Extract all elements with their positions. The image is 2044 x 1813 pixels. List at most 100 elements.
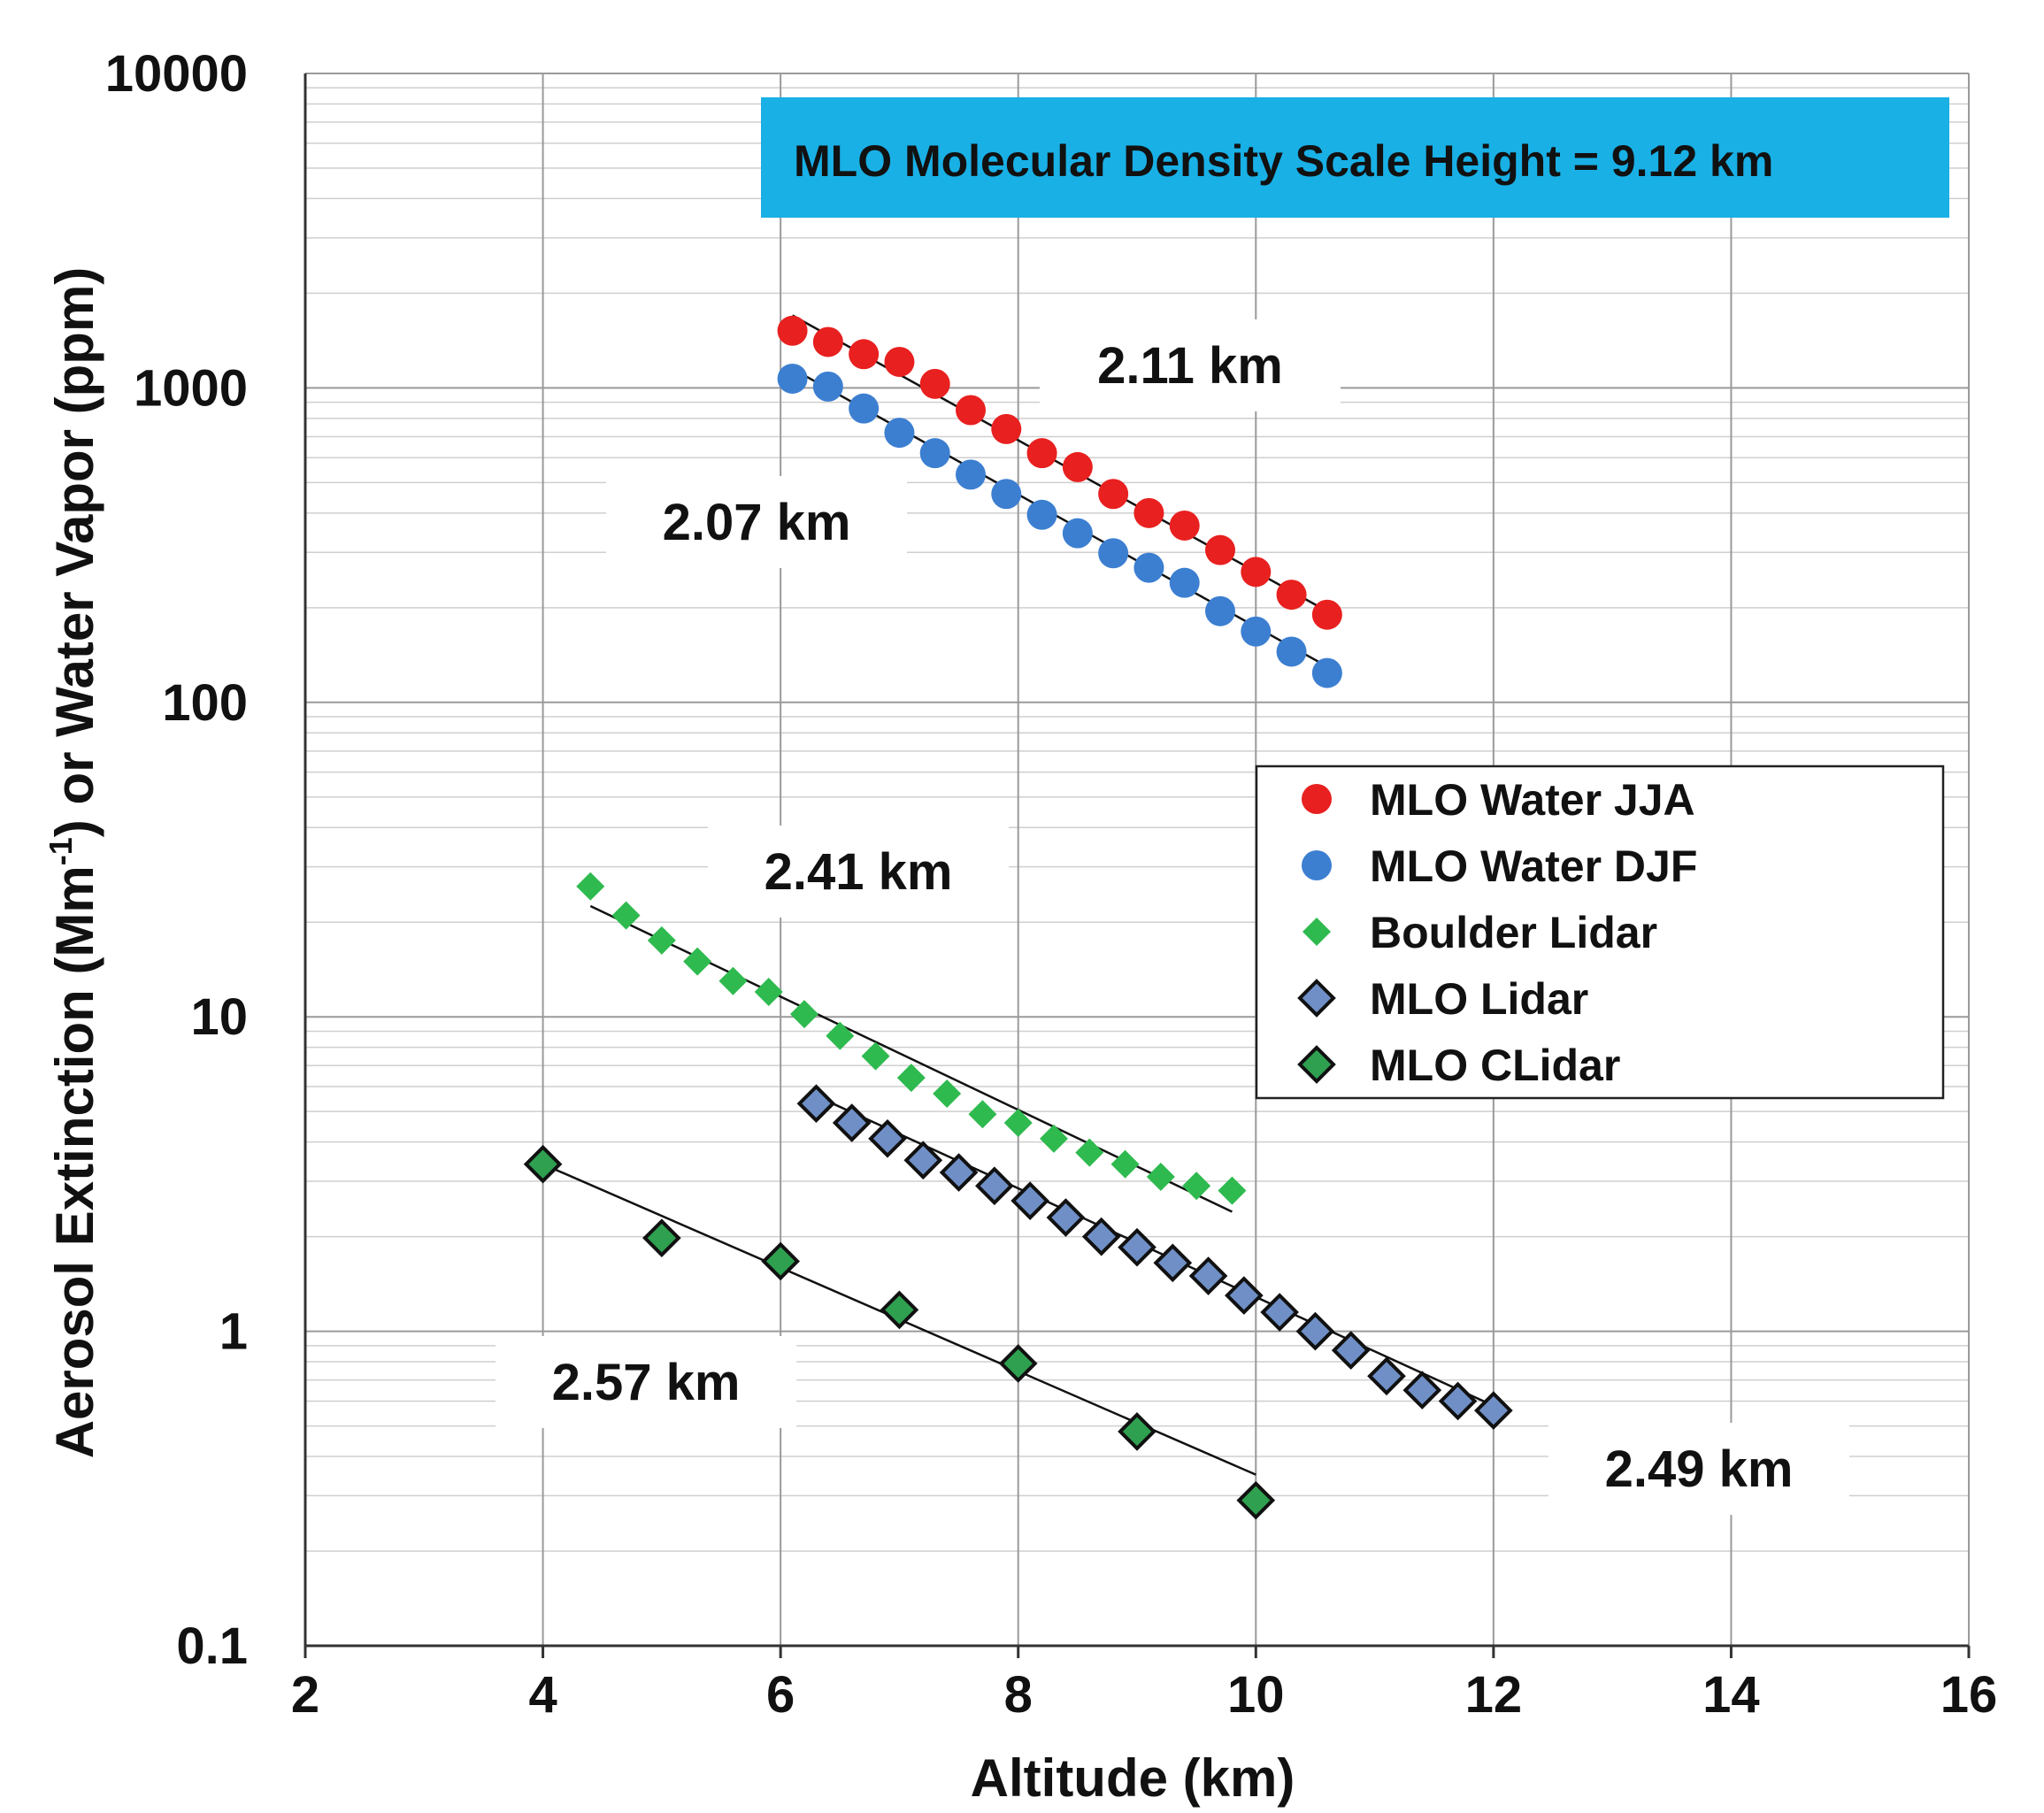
data-point [968,1100,997,1129]
data-point [1438,1381,1478,1421]
y-tick-label: 10 [190,988,248,1046]
legend-item: MLO Lidar [1297,974,1588,1024]
data-point [933,1079,962,1108]
legend-item: MLO Water DJF [1302,841,1697,891]
data-point [647,926,676,955]
x-axis-title: Altitude (km) [971,1748,1295,1808]
banner-box [761,97,1949,218]
data-point [956,395,986,426]
data-point [1146,1162,1175,1191]
data-point [1311,599,1342,630]
data-point [868,1118,907,1158]
data-point [1276,636,1307,667]
x-tick-label: 16 [1940,1666,1998,1724]
data-point [777,315,808,346]
y-axis-title-part2: ) or Water Vapor (ppm) [45,267,104,837]
data-point [1402,1371,1442,1410]
annotation: 2.49 km [1548,1423,1849,1515]
y-tick-label: 1 [219,1303,248,1361]
data-point [1040,1124,1068,1153]
data-point [1118,1412,1156,1451]
scale-height-annotations: 2.11 km 2.07 km 2.41 km 2.57 km 2.49 km [496,319,1849,1515]
data-point [1236,1480,1276,1520]
legend-marker [1297,1045,1336,1084]
annotation-label: 2.07 km [663,494,851,551]
annotation: 2.07 km [606,476,907,568]
legend-marker [1302,784,1332,814]
data-point [1062,451,1093,482]
data-point [1241,557,1272,588]
legend-marker [1302,850,1332,880]
data-point [812,371,843,402]
x-tick-label: 6 [766,1666,795,1724]
data-point [956,459,986,490]
y-axis-title: Aerosol Extinction (Mm-1) or Water Vapor… [42,267,104,1459]
data-point [523,1144,563,1184]
legend-item: MLO CLidar [1297,1041,1620,1090]
data-point [1098,538,1129,569]
data-point [754,978,783,1007]
data-point [1260,1293,1299,1332]
legend-label: MLO Water JJA [1370,775,1695,825]
annotation: 2.57 km [496,1336,796,1428]
data-point [1110,1149,1140,1179]
annotation: 2.11 km [1040,319,1341,411]
x-tick-label: 12 [1465,1666,1523,1724]
data-point [896,1064,926,1093]
data-point [861,1041,890,1071]
data-point [1010,1181,1049,1220]
legend-label: MLO Water DJF [1370,841,1697,891]
data-point [849,339,880,370]
data-point [1367,1356,1406,1396]
fit-line [791,367,1328,668]
y-tick-label: 1000 [134,359,248,417]
data-point [1133,552,1164,583]
x-tick-label: 4 [528,1666,557,1724]
data-point [1295,1311,1335,1351]
data-point [718,966,748,995]
data-point [777,363,808,394]
data-point [1225,1276,1264,1315]
data-point [1276,580,1307,611]
data-point [1098,479,1129,510]
data-point [1081,1217,1121,1256]
data-point [880,1290,919,1330]
data-point [1241,616,1272,647]
y-tick-label: 0.1 [176,1617,248,1675]
y-tick-label: 10000 [105,45,248,103]
data-point [884,346,915,377]
x-tick-label: 8 [1004,1666,1033,1724]
data-point [761,1241,800,1281]
series-mlo-lidar [796,1084,1513,1430]
legend-item: Boulder Lidar [1302,908,1657,957]
legend-item: MLO Water JJA [1302,775,1695,825]
y-axis-title-part1: Aerosol Extinction (Mm [45,865,104,1458]
data-point [998,1344,1038,1383]
data-point [884,418,915,449]
data-point [796,1084,836,1124]
legend-marker [1297,979,1336,1018]
data-point [1003,1109,1033,1138]
data-point [939,1153,979,1192]
data-point [1188,1256,1228,1295]
data-point [1075,1138,1104,1167]
annotation-label: 2.11 km [1097,337,1283,395]
data-point [576,872,605,901]
legend-box [1255,764,1945,1100]
legend-label: MLO Lidar [1370,974,1588,1024]
data-point [812,326,843,357]
plot-frame [304,73,1969,1648]
data-point [903,1141,943,1180]
data-point [975,1166,1014,1206]
data-point [1169,510,1200,541]
annotation-box [1040,319,1341,411]
annotation-label: 2.57 km [552,1354,741,1411]
data-point [642,1218,681,1257]
data-point [1046,1198,1086,1237]
data-point [1182,1172,1211,1201]
data-point [849,393,880,424]
x-tick-label: 2 [291,1666,319,1724]
annotation-box [1548,1423,1849,1515]
data-point [1474,1391,1513,1430]
